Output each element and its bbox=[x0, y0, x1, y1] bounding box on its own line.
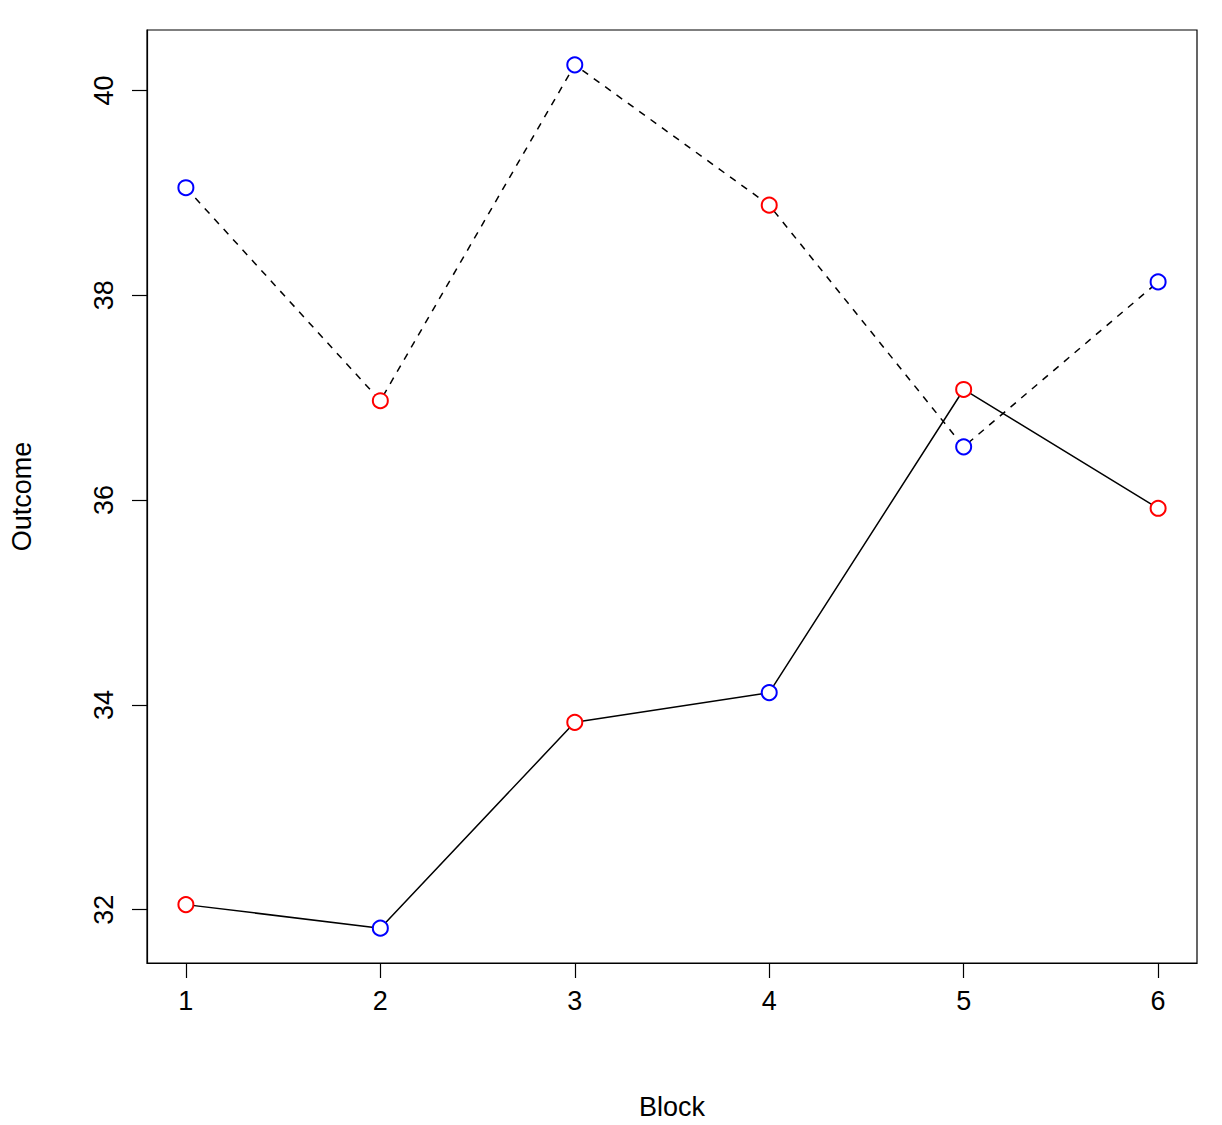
svg-text:36: 36 bbox=[89, 485, 119, 515]
svg-text:40: 40 bbox=[89, 75, 119, 105]
svg-text:1: 1 bbox=[178, 986, 193, 1016]
svg-text:6: 6 bbox=[1151, 986, 1166, 1016]
svg-text:5: 5 bbox=[956, 986, 971, 1016]
svg-text:2: 2 bbox=[373, 986, 388, 1016]
svg-text:Outcome: Outcome bbox=[7, 442, 37, 552]
svg-text:34: 34 bbox=[89, 690, 119, 720]
svg-text:4: 4 bbox=[762, 986, 777, 1016]
svg-text:38: 38 bbox=[89, 280, 119, 310]
svg-text:3: 3 bbox=[567, 986, 582, 1016]
svg-text:Block: Block bbox=[639, 1092, 706, 1122]
svg-text:32: 32 bbox=[89, 895, 119, 925]
